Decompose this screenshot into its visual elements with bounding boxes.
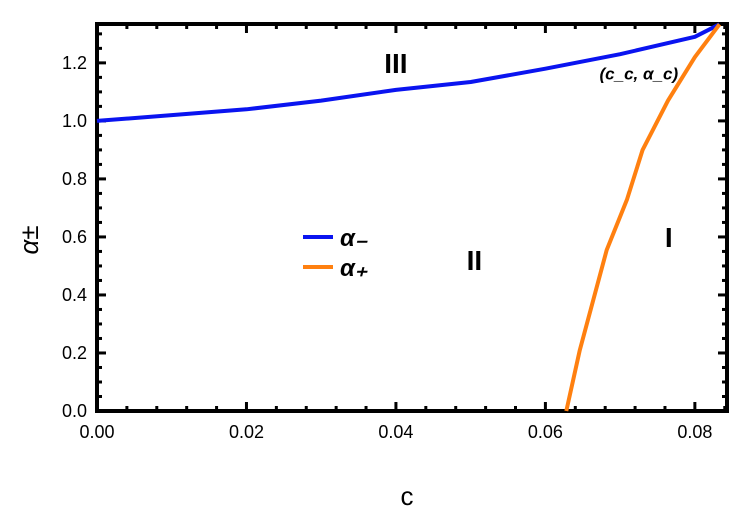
x-tick-label: 0.00	[79, 422, 114, 442]
y-tick-label: 1.0	[62, 111, 87, 131]
y-tick-label: 1.2	[62, 53, 87, 73]
region-label: II	[467, 245, 483, 276]
series-line-0	[96, 22, 721, 123]
series-line-1	[564, 23, 722, 412]
x-tick-label: 0.08	[677, 422, 712, 442]
x-tick-label: 0.04	[378, 422, 413, 442]
x-tick-label: 0.06	[528, 422, 563, 442]
y-tick-label: 0.8	[62, 169, 87, 189]
legend: α₋ α₊	[303, 225, 368, 282]
legend-label-0: α₋	[340, 225, 368, 252]
y-tick-label: 0.2	[62, 343, 87, 363]
y-tick-label: 0.6	[62, 227, 87, 247]
y-axis-label: α±	[14, 225, 44, 254]
y-tick-label: 0.4	[62, 285, 87, 305]
plot-frame	[95, 22, 729, 413]
x-axis-label: c	[401, 481, 414, 511]
region-label: I	[665, 222, 673, 253]
region-label: III	[384, 48, 407, 79]
legend-label-1: α₊	[340, 255, 368, 282]
region-label: (c_c, α_c)	[600, 64, 679, 83]
x-tick-label: 0.02	[229, 422, 264, 442]
y-tick-label: 0.0	[62, 401, 87, 421]
